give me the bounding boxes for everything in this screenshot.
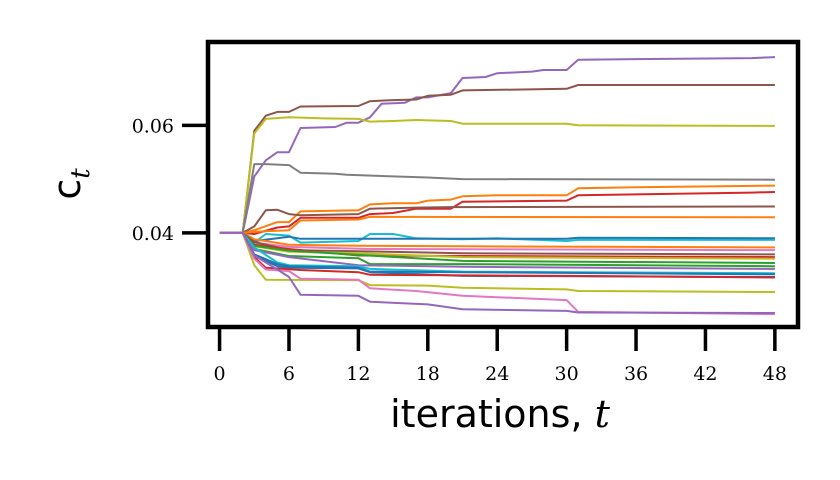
plot-frame <box>205 39 801 330</box>
x-tick-label: 48 <box>763 363 787 385</box>
x-axis-title: iterations, t <box>390 392 611 436</box>
y-axis-title: ct <box>45 168 96 200</box>
series-line-2 <box>219 84 775 234</box>
y-tick-label: 0.06 <box>132 115 174 137</box>
series-line-24 <box>219 231 775 316</box>
x-tick-label: 24 <box>485 363 509 385</box>
series-lines <box>219 56 775 316</box>
x-tick-label: 36 <box>624 363 648 385</box>
series-line-5 <box>219 184 775 234</box>
x-tick-label: 18 <box>416 363 440 385</box>
series-line-7 <box>219 205 775 234</box>
series-line-1 <box>219 56 775 234</box>
x-tick-label: 30 <box>555 363 579 385</box>
x-tick-label: 6 <box>283 363 295 385</box>
series-line-8 <box>219 215 775 234</box>
series-line-23 <box>219 231 775 293</box>
y-axis-ticks: 0.04 0.06 <box>132 115 208 245</box>
series-line-4 <box>219 163 775 234</box>
series-line-25 <box>219 231 775 314</box>
y-tick-label: 0.04 <box>132 223 174 245</box>
x-axis-ticks: 0 6 12 18 24 30 36 42 48 <box>214 327 787 385</box>
series-line-6 <box>219 191 775 235</box>
series-line-3 <box>219 116 775 234</box>
x-tick-label: 12 <box>346 363 370 385</box>
x-tick-label: 42 <box>693 363 717 385</box>
x-tick-label: 0 <box>214 363 226 385</box>
